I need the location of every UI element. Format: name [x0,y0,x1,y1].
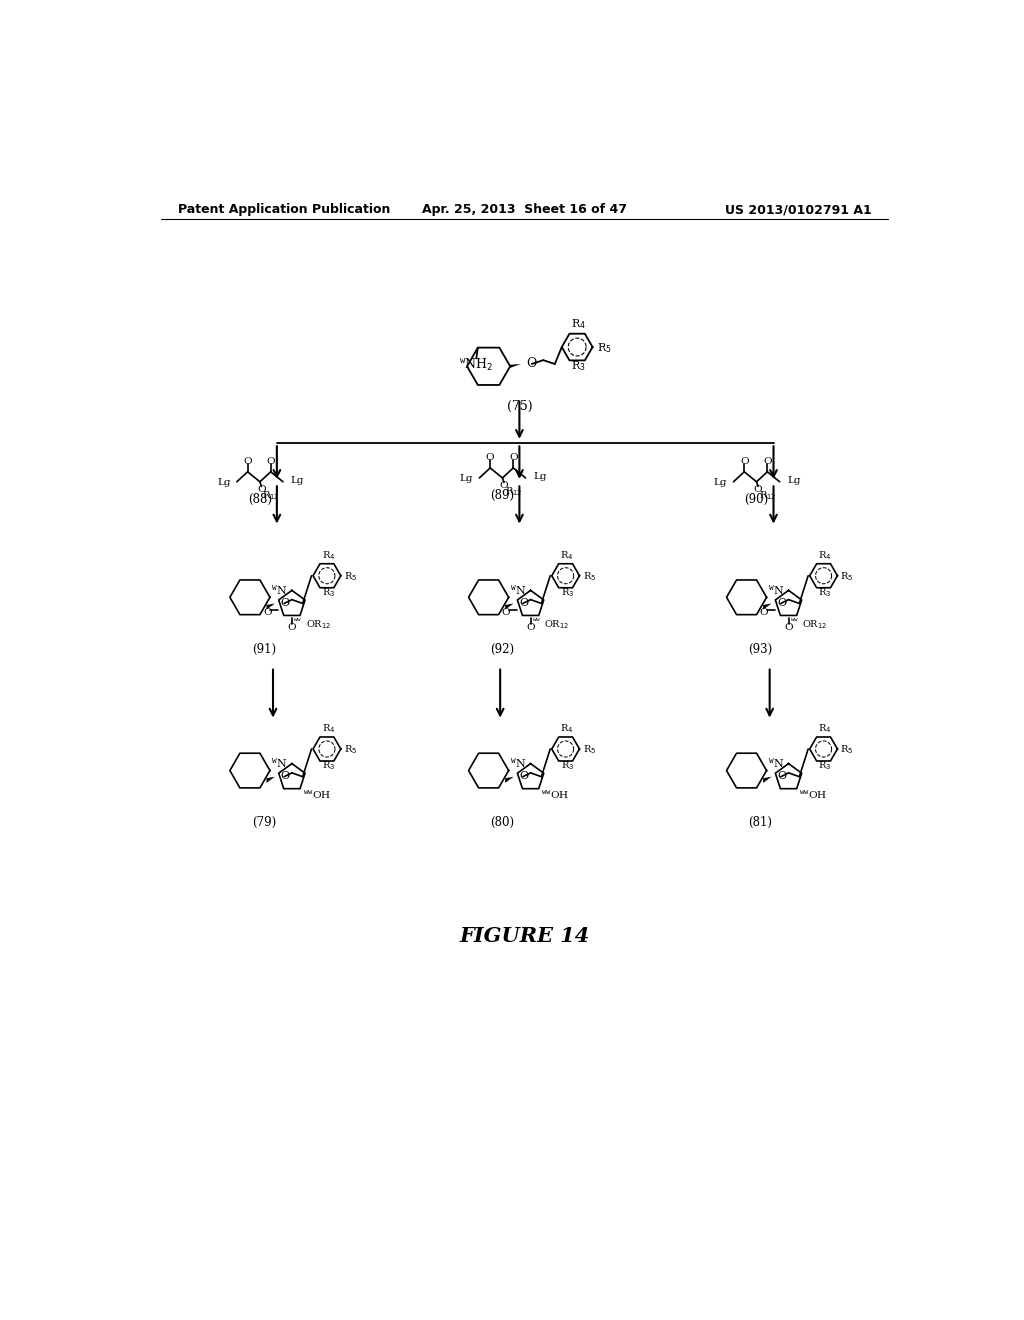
Text: Lg: Lg [787,475,801,484]
Text: O: O [519,598,528,607]
Text: O: O [526,623,535,632]
Text: R$_5$: R$_5$ [583,743,596,756]
Text: R$_5$: R$_5$ [597,341,612,355]
Text: $^{\mathtt{ww}}$: $^{\mathtt{ww}}$ [532,618,542,626]
Text: O: O [485,453,495,462]
Text: R$_3$: R$_3$ [560,759,573,772]
Text: O: O [763,457,772,466]
Text: R$_4$: R$_4$ [322,722,335,735]
Text: R$_5$: R$_5$ [583,570,596,583]
Polygon shape [266,776,275,783]
Text: R$_3$: R$_3$ [571,359,586,374]
Text: O: O [760,609,768,618]
Text: R$_{12}$: R$_{12}$ [262,490,280,502]
Text: $^{\mathtt{ww}}$: $^{\mathtt{ww}}$ [791,618,800,626]
Text: $^{\mathtt{w}}$N: $^{\mathtt{w}}$N [271,582,288,597]
Text: R$_3$: R$_3$ [818,759,831,772]
Text: (89): (89) [490,490,514,502]
Text: O: O [784,623,793,632]
Text: (80): (80) [490,816,514,829]
Text: R$_5$: R$_5$ [344,743,357,756]
Text: O: O [244,457,252,466]
Polygon shape [505,776,514,783]
Text: R$_4$: R$_4$ [560,722,573,735]
Text: R$_{12}$: R$_{12}$ [505,486,522,498]
Text: O: O [281,598,290,607]
Text: FIGURE 14: FIGURE 14 [460,927,590,946]
Text: $^{\mathtt{w}}$N: $^{\mathtt{w}}$N [510,582,526,597]
Text: $^{\mathtt{w}}$NH$_2$: $^{\mathtt{w}}$NH$_2$ [459,356,494,372]
Text: R$_3$: R$_3$ [322,586,335,599]
Text: O: O [754,484,763,494]
Text: $^{\mathtt{ww}}$OH: $^{\mathtt{ww}}$OH [542,788,569,801]
Text: (88): (88) [248,492,272,506]
Text: (79): (79) [252,816,275,829]
Text: Lg: Lg [714,478,727,487]
Text: (81): (81) [749,816,772,829]
Text: (90): (90) [744,492,769,506]
Text: (91): (91) [252,643,275,656]
Text: (75): (75) [507,400,532,413]
Text: O: O [777,771,786,781]
Text: Lg: Lg [217,478,230,487]
Text: Lg: Lg [291,475,304,484]
Text: R$_5$: R$_5$ [841,743,854,756]
Text: $^{\mathtt{ww}}$OH: $^{\mathtt{ww}}$OH [303,788,331,801]
Polygon shape [266,603,275,610]
Text: R$_4$: R$_4$ [322,549,335,562]
Text: (93): (93) [749,643,772,656]
Text: R$_5$: R$_5$ [841,570,854,583]
Text: (92): (92) [490,643,514,656]
Text: O: O [288,623,296,632]
Text: Lg: Lg [460,474,473,483]
Text: R$_4$: R$_4$ [818,722,831,735]
Polygon shape [763,776,772,783]
Text: $^{\mathtt{ww}}$: $^{\mathtt{ww}}$ [294,618,303,626]
Polygon shape [763,603,772,610]
Text: R$_4$: R$_4$ [818,549,831,562]
Text: O: O [509,453,517,462]
Text: O: O [500,482,508,490]
Text: R$_{12}$: R$_{12}$ [759,490,776,502]
Text: O: O [257,484,266,494]
Text: R$_4$: R$_4$ [571,317,586,331]
Text: Patent Application Publication: Patent Application Publication [178,203,391,216]
Text: R$_3$: R$_3$ [322,759,335,772]
Text: O: O [266,457,275,466]
Text: R$_5$: R$_5$ [344,570,357,583]
Text: OR$_{12}$: OR$_{12}$ [545,618,569,631]
Text: O: O [519,771,528,781]
Text: R$_4$: R$_4$ [560,549,573,562]
Text: O: O [281,771,290,781]
Text: US 2013/0102791 A1: US 2013/0102791 A1 [725,203,871,216]
Text: $^{\mathtt{w}}$N: $^{\mathtt{w}}$N [510,756,526,770]
Text: $^{\mathtt{ww}}$OH: $^{\mathtt{ww}}$OH [800,788,827,801]
Text: O: O [263,609,271,618]
Text: $^{\mathtt{w}}$N: $^{\mathtt{w}}$N [768,756,784,770]
Text: O: O [526,356,537,370]
Text: Apr. 25, 2013  Sheet 16 of 47: Apr. 25, 2013 Sheet 16 of 47 [422,203,628,216]
Polygon shape [505,603,514,610]
Text: OR$_{12}$: OR$_{12}$ [306,618,331,631]
Text: O: O [502,609,510,618]
Text: $^{\mathtt{w}}$N: $^{\mathtt{w}}$N [768,582,784,597]
Text: OR$_{12}$: OR$_{12}$ [803,618,827,631]
Polygon shape [510,364,521,368]
Text: O: O [777,598,786,607]
Text: O: O [740,457,749,466]
Text: R$_3$: R$_3$ [818,586,831,599]
Text: R$_3$: R$_3$ [560,586,573,599]
Text: $^{\mathtt{w}}$N: $^{\mathtt{w}}$N [271,756,288,770]
Text: Lg: Lg [534,473,547,480]
